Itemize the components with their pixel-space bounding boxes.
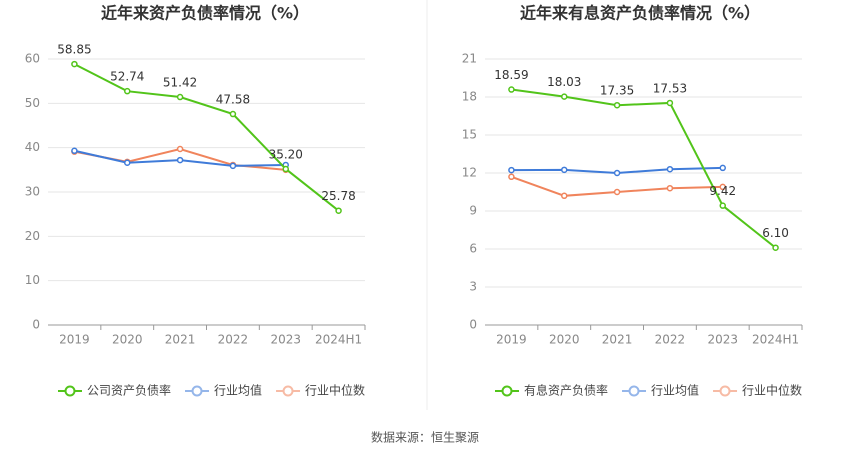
- data-point: [176, 93, 184, 101]
- legend-label: 行业中位数: [305, 383, 365, 398]
- series-line: [73, 63, 340, 212]
- data-label: 18.59: [494, 68, 528, 82]
- y-tick-label: 0: [469, 318, 477, 332]
- x-tick-label: 2020: [112, 333, 143, 347]
- y-tick-label: 15: [462, 128, 477, 142]
- x-tick-label: 2023: [270, 333, 301, 347]
- x-tick-label: 2019: [59, 333, 90, 347]
- y-tick-label: 21: [462, 52, 477, 66]
- data-point: [124, 87, 131, 95]
- y-tick-label: 40: [25, 140, 40, 154]
- data-point: [666, 99, 674, 107]
- y-tick-label: 60: [25, 52, 40, 66]
- data-point: [719, 202, 726, 209]
- data-point: [176, 156, 184, 164]
- data-point: [508, 173, 515, 181]
- data-label: 9.42: [709, 184, 736, 198]
- data-label: 17.35: [600, 84, 634, 98]
- legend-label: 行业均值: [651, 383, 699, 398]
- data-label: 58.85: [57, 43, 91, 57]
- x-tick-label: 2021: [602, 333, 633, 347]
- data-label: 17.53: [653, 81, 687, 95]
- x-tick-label: 2024H1: [315, 333, 362, 347]
- data-point: [229, 110, 237, 118]
- y-tick-label: 12: [462, 166, 477, 180]
- data-point: [561, 166, 568, 174]
- x-tick-label: 2019: [496, 333, 527, 347]
- legend-marker: [64, 385, 76, 397]
- data-point: [508, 166, 515, 174]
- data-label: 47.58: [216, 93, 250, 107]
- data-label: 25.78: [321, 189, 355, 203]
- data-point: [613, 188, 621, 196]
- data-point: [613, 101, 621, 109]
- x-tick-label: 2022: [655, 333, 686, 347]
- data-label: 6.10: [762, 226, 789, 240]
- data-point: [561, 93, 568, 100]
- legend-marker: [501, 385, 513, 397]
- x-tick-label: 2023: [707, 333, 738, 347]
- y-tick-label: 0: [32, 318, 40, 332]
- y-tick-label: 10: [25, 273, 40, 287]
- data-point: [561, 192, 568, 200]
- y-tick-label: 50: [25, 96, 40, 110]
- data-point: [508, 86, 515, 93]
- chart-title: 近年来资产负债率情况（%）: [101, 4, 309, 23]
- data-point: [229, 162, 237, 170]
- data-point: [666, 165, 674, 173]
- y-tick-label: 20: [25, 229, 40, 243]
- legend-label: 有息资产负债率: [524, 383, 608, 398]
- x-tick-label: 2024H1: [752, 333, 799, 347]
- y-tick-label: 18: [462, 90, 477, 104]
- legend-marker: [191, 385, 203, 397]
- legend-label: 行业中位数: [742, 383, 802, 398]
- data-point: [71, 147, 78, 155]
- data-point: [719, 164, 726, 172]
- data-label: 35.20: [269, 147, 303, 161]
- data-point: [719, 183, 726, 191]
- data-point: [772, 244, 779, 251]
- data-point: [335, 207, 342, 214]
- data-point: [176, 145, 184, 153]
- data-label: 52.74: [110, 70, 144, 84]
- data-point: [282, 165, 289, 173]
- data-label: 18.03: [547, 75, 581, 89]
- x-tick-label: 2020: [549, 333, 580, 347]
- source: 数据来源：恒生聚源: [371, 430, 479, 445]
- legend-label: 公司资产负债率: [87, 383, 171, 398]
- x-tick-label: 2022: [218, 333, 249, 347]
- y-tick-label: 30: [25, 185, 40, 199]
- y-tick-label: 9: [469, 204, 477, 218]
- data-point: [124, 159, 131, 166]
- legend-marker: [719, 385, 731, 397]
- legend-label: 行业均值: [214, 383, 262, 398]
- x-tick-label: 2021: [165, 333, 196, 347]
- legend-marker: [282, 385, 294, 397]
- y-tick-label: 6: [469, 242, 477, 256]
- data-point: [666, 184, 674, 192]
- data-point: [613, 169, 621, 177]
- y-tick-label: 3: [469, 280, 477, 294]
- chart-title: 近年来有息资产负债率情况（%）: [520, 4, 760, 23]
- data-label: 51.42: [163, 76, 197, 90]
- legend-marker: [628, 385, 640, 397]
- data-point: [71, 60, 78, 68]
- series-line: [511, 88, 777, 249]
